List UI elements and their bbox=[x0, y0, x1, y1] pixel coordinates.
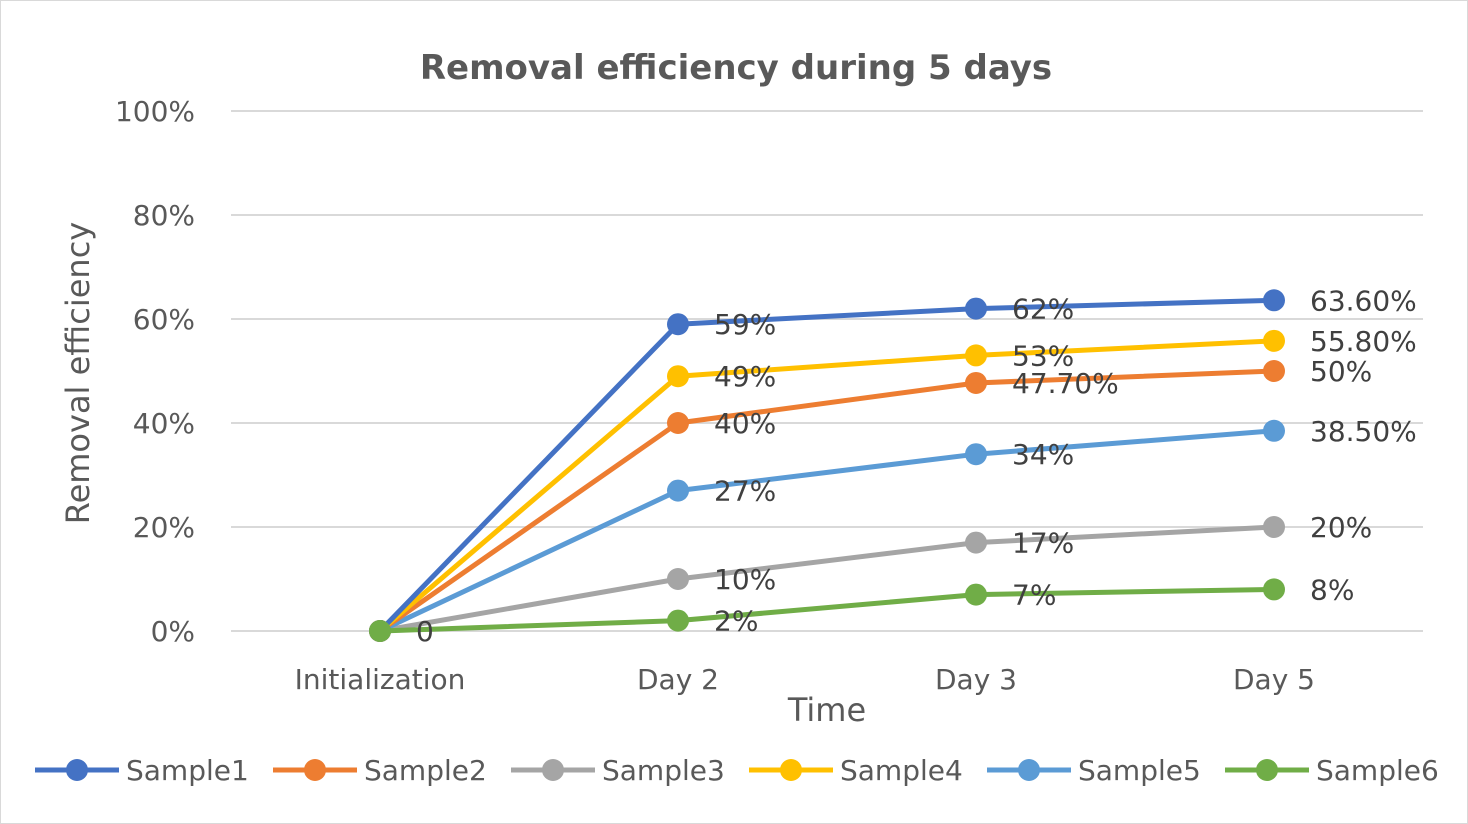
legend-swatch-marker bbox=[1018, 759, 1040, 781]
data-label: 7% bbox=[1012, 579, 1056, 612]
data-point-sample2 bbox=[1263, 360, 1285, 382]
data-label: 53% bbox=[1012, 339, 1074, 372]
x-axis-ticks: Initialization Day 2 Day 3 Day 5 bbox=[295, 663, 1315, 696]
data-label: 40% bbox=[714, 407, 776, 440]
legend-label-sample5: Sample5 bbox=[1078, 754, 1201, 787]
data-point-sample2 bbox=[965, 371, 987, 394]
data-label: 10% bbox=[714, 563, 776, 596]
data-point-sample3 bbox=[1263, 516, 1285, 538]
data-point-sample4 bbox=[1263, 329, 1285, 352]
series-lines bbox=[369, 289, 1285, 642]
data-point-sample1 bbox=[1263, 289, 1285, 312]
data-point-sample5 bbox=[1263, 419, 1285, 442]
legend-label-sample3: Sample3 bbox=[602, 754, 725, 787]
data-point-sample6 bbox=[667, 609, 689, 632]
data-point-sample3 bbox=[667, 568, 689, 590]
data-label: 38.50% bbox=[1310, 415, 1417, 448]
legend-label-sample4: Sample4 bbox=[840, 754, 963, 787]
legend-swatch-marker bbox=[304, 759, 326, 781]
series-line-sample6 bbox=[379, 586, 1275, 634]
x-tick-label: Day 5 bbox=[1233, 663, 1315, 696]
series-line-sample5 bbox=[378, 428, 1275, 634]
x-axis-title: Time bbox=[787, 691, 866, 729]
y-tick-label: 20% bbox=[133, 511, 195, 544]
y-tick-label: 60% bbox=[133, 303, 195, 336]
data-label: 63.60% bbox=[1310, 284, 1417, 317]
y-tick-label: 80% bbox=[133, 199, 195, 232]
data-point-sample5 bbox=[667, 479, 689, 502]
series-line-sample1 bbox=[378, 297, 1275, 633]
data-point-sample6 bbox=[965, 583, 987, 606]
data-label: 59% bbox=[714, 308, 776, 341]
data-point-sample6 bbox=[369, 620, 391, 642]
data-label: 34% bbox=[1012, 438, 1074, 471]
data-label: 0 bbox=[416, 615, 434, 648]
data-labels: 10% 17% 20% 27% 34% 38.50% 40% 47.70% 50% 49% 53% 5… bbox=[416, 284, 1417, 648]
data-point-sample3 bbox=[965, 531, 987, 554]
data-label: 8% bbox=[1310, 573, 1354, 606]
data-label: 50% bbox=[1310, 355, 1372, 388]
y-tick-label: 40% bbox=[133, 407, 195, 440]
series-line-sample2 bbox=[378, 368, 1275, 634]
data-point-sample6 bbox=[1263, 578, 1285, 601]
data-point-sample1 bbox=[965, 297, 987, 320]
data-label: 20% bbox=[1310, 511, 1372, 544]
y-tick-label: 0% bbox=[151, 615, 195, 648]
legend-label-sample2: Sample2 bbox=[364, 754, 487, 787]
data-label: 49% bbox=[714, 360, 776, 393]
chart-title: Removal efficiency during 5 days bbox=[420, 48, 1052, 88]
x-tick-label: Day 3 bbox=[935, 663, 1017, 696]
legend-label-sample1: Sample1 bbox=[126, 754, 249, 787]
y-axis-title: Removal efficiency bbox=[59, 222, 97, 524]
gridlines bbox=[231, 110, 1423, 632]
x-tick-label: Initialization bbox=[295, 663, 466, 696]
data-label: 27% bbox=[714, 475, 776, 508]
data-point-sample5 bbox=[965, 443, 987, 466]
series-line-sample3 bbox=[379, 524, 1275, 634]
data-point-sample4 bbox=[965, 344, 987, 367]
legend-swatch-marker bbox=[66, 759, 88, 781]
data-label: 62% bbox=[1012, 293, 1074, 326]
series-line-sample4 bbox=[378, 338, 1275, 633]
y-tick-label: 100% bbox=[115, 95, 195, 128]
data-label: 17% bbox=[1012, 527, 1074, 560]
data-label: 2% bbox=[714, 605, 758, 638]
x-tick-label: Day 2 bbox=[637, 663, 719, 696]
legend-swatch-marker bbox=[780, 759, 802, 781]
data-point-sample2 bbox=[667, 412, 689, 434]
legend: Sample1 Sample2 Sample3 Sample4 Sample5 Sampl… bbox=[35, 754, 1439, 787]
data-point-sample4 bbox=[667, 365, 689, 388]
legend-label-sample6: Sample6 bbox=[1316, 754, 1439, 787]
data-point-sample1 bbox=[667, 313, 689, 336]
data-label: 55.80% bbox=[1310, 325, 1417, 358]
y-axis-ticks: 0% 20% 40% 60% 80% 100% bbox=[115, 95, 195, 648]
legend-swatch-marker bbox=[542, 759, 564, 781]
data-label: 47.70% bbox=[1012, 367, 1119, 400]
legend-swatch-marker bbox=[1256, 759, 1278, 781]
